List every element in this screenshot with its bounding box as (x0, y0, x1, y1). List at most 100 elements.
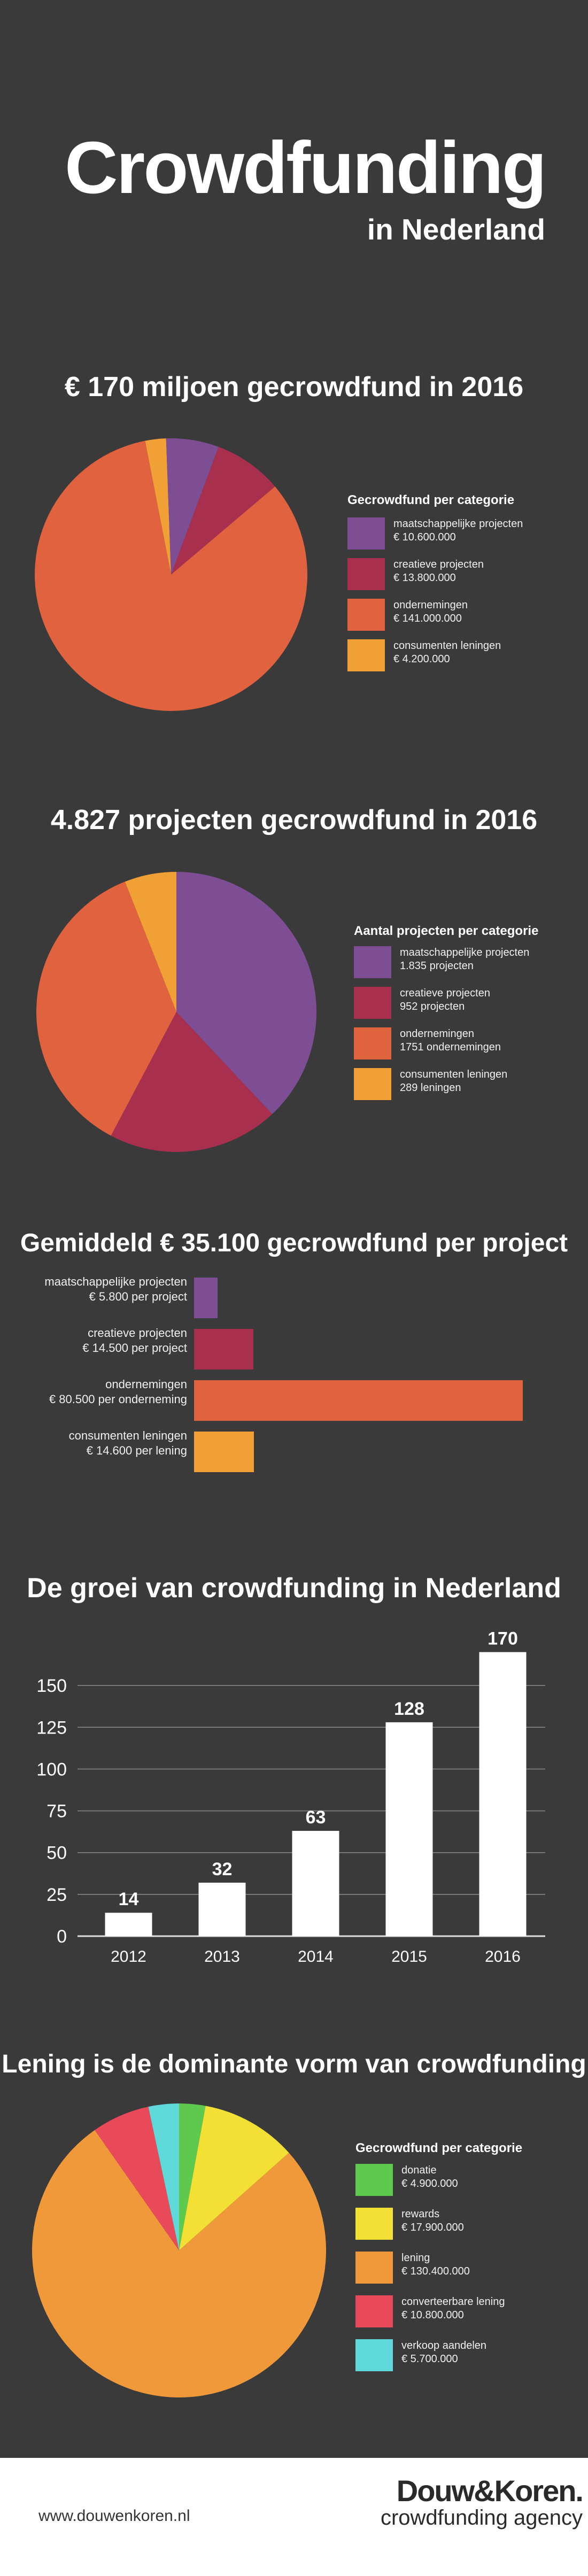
average-bar-category: creatieve projecten (88, 1326, 187, 1340)
forms-pie-slice-1 (179, 2106, 289, 2250)
projects-legend-swatch (354, 1068, 391, 1100)
projects-pie-slice-1 (111, 1012, 273, 1152)
projects-legend-swatch (354, 946, 391, 978)
forms-legend-label: converteerbare lening (401, 2296, 505, 2308)
projects-legend-text: ondernemingen 1751 ondernemingen (400, 1027, 501, 1054)
projects-legend-text: consumenten leningen 289 leningen (400, 1068, 507, 1095)
average-bar-value: € 80.500 per onderneming (49, 1393, 187, 1406)
page-title: Crowdfunding (64, 127, 547, 209)
brand-tagline: crowdfunding agency (380, 2506, 583, 2529)
funding-legend-swatch (347, 517, 385, 550)
projects-legend-value: 1751 ondernemingen (400, 1041, 501, 1053)
footer (0, 2458, 588, 2576)
forms-legend-swatch (355, 2295, 393, 2327)
growth-data-label: 63 (306, 1807, 326, 1828)
section-heading-project-count: 4.827 projecten gecrowdfund in 2016 (50, 804, 538, 836)
forms-legend-item: donatie € 4.900.000 (355, 2164, 458, 2196)
section-heading-funding-total: € 170 miljoen gecrowdfund in 2016 (64, 372, 524, 403)
projects-legend-label: creatieve projecten (400, 987, 490, 999)
growth-y-tick-label: 25 (47, 1885, 67, 1905)
section-heading-average: Gemiddeld € 35.100 gecrowdfund per proje… (20, 1229, 568, 1257)
funding-legend-text: maatschappelijke projecten € 10.600.000 (393, 517, 523, 544)
forms-legend-value: € 5.700.000 (401, 2353, 458, 2365)
average-bar-value: € 14.500 per project (82, 1341, 187, 1355)
funding-legend-label: maatschappelijke projecten (393, 518, 523, 530)
funding-legend-item: maatschappelijke projecten € 10.600.000 (347, 517, 523, 550)
funding-legend-label: consumenten leningen (393, 640, 501, 652)
section-heading-growth: De groei van crowdfunding in Nederland (27, 1573, 561, 1604)
forms-legend-label: rewards (401, 2208, 440, 2220)
growth-data-label: 32 (212, 1859, 233, 1879)
forms-legend-text: lening € 130.400.000 (401, 2252, 470, 2278)
funding-legend-value: € 10.600.000 (393, 531, 456, 543)
funding-legend-value: € 13.800.000 (393, 572, 456, 584)
funding-pie-slice-1 (171, 447, 275, 575)
growth-x-tick-label: 2016 (485, 1948, 521, 1966)
projects-pie-slice-3 (125, 872, 176, 1012)
funding-legend-text: ondernemingen € 141.000.000 (393, 599, 468, 625)
growth-y-tick-label: 150 (36, 1676, 67, 1696)
average-bar-category: consumenten leningen (68, 1429, 187, 1442)
average-bar-value: € 5.800 per project (89, 1290, 187, 1303)
forms-legend-text: converteerbare lening € 10.800.000 (401, 2295, 505, 2322)
growth-y-tick-label: 125 (36, 1718, 67, 1738)
growth-bar (105, 1913, 152, 1936)
page-subtitle: in Nederland (367, 213, 545, 246)
forms-legend-item: rewards € 17.900.000 (355, 2208, 464, 2240)
pie-chart-forms (32, 2103, 326, 2397)
funding-pie-slice-2 (35, 440, 308, 711)
column-chart-growth: 0 25 50 75 100 125 150 14 2012 32 2013 63 2014 128 201… (36, 1629, 545, 1966)
average-bar (194, 1432, 254, 1472)
funding-legend-text: creatieve projecten € 13.800.000 (393, 558, 484, 585)
projects-pie-slice-2 (36, 881, 176, 1136)
funding-legend-item: consumenten leningen € 4.200.000 (347, 639, 501, 671)
average-bar-label: consumenten leningen € 14.600 per lening (21, 1428, 187, 1458)
forms-legend-value: € 10.800.000 (401, 2309, 464, 2321)
forms-legend-swatch (355, 2252, 393, 2284)
forms-legend-label: donatie (401, 2164, 437, 2176)
average-bar-value: € 14.600 per lening (86, 1444, 187, 1457)
projects-legend-label: ondernemingen (400, 1028, 474, 1040)
growth-x-tick-label: 2015 (391, 1948, 427, 1966)
projects-legend-text: maatschappelijke projecten 1.835 projecte… (400, 946, 529, 973)
forms-legend-label: verkoop aandelen (401, 2340, 487, 2351)
forms-legend-label: lening (401, 2252, 430, 2264)
forms-legend-swatch (355, 2208, 393, 2240)
legend-title-forms: Gecrowdfund per categorie (355, 2141, 523, 2155)
projects-legend-item: creatieve projecten 952 projecten (354, 987, 490, 1019)
projects-legend-swatch (354, 987, 391, 1019)
forms-pie-slice-4 (148, 2103, 179, 2250)
growth-y-tick-label: 0 (57, 1927, 67, 1947)
funding-legend-item: ondernemingen € 141.000.000 (347, 599, 468, 631)
growth-data-label: 170 (488, 1629, 518, 1649)
projects-legend-item: maatschappelijke projecten 1.835 projecte… (354, 946, 529, 978)
projects-legend-text: creatieve projecten 952 projecten (400, 987, 490, 1014)
funding-legend-item: creatieve projecten € 13.800.000 (347, 558, 484, 590)
forms-pie-slice-2 (32, 2130, 326, 2397)
legend-title-projects: Aantal projecten per categorie (354, 924, 539, 938)
projects-legend-label: maatschappelijke projecten (400, 947, 530, 958)
growth-data-label: 14 (119, 1889, 139, 1909)
forms-legend-text: verkoop aandelen € 5.700.000 (401, 2339, 486, 2366)
average-bar-label: ondernemingen € 80.500 per onderneming (21, 1377, 187, 1407)
funding-pie-slice-3 (145, 438, 171, 575)
funding-pie-slice-0 (166, 438, 219, 575)
legend-title-funding: Gecrowdfund per categorie (347, 493, 515, 507)
growth-x-tick-label: 2014 (298, 1948, 334, 1966)
forms-legend-item: converteerbare lening € 10.800.000 (355, 2295, 505, 2327)
forms-legend-value: € 4.900.000 (401, 2178, 458, 2190)
footer-url-link[interactable]: www.douwenkoren.nl (38, 2507, 190, 2525)
pie-chart-projects (36, 872, 316, 1152)
average-bar-category: ondernemingen (105, 1378, 187, 1391)
section-heading-loan: Lening is de dominante vorm van crowdfun… (2, 2050, 586, 2078)
forms-pie-slice-0 (179, 2103, 206, 2250)
projects-legend-swatch (354, 1027, 391, 1059)
average-bar (194, 1380, 523, 1421)
growth-bar (198, 1882, 246, 1936)
brand-name: Douw&Koren. (396, 2474, 584, 2508)
projects-legend-value: 289 leningen (400, 1082, 461, 1094)
growth-x-tick-label: 2013 (204, 1948, 240, 1966)
forms-legend-text: rewards € 17.900.000 (401, 2208, 464, 2234)
projects-pie-slice-0 (176, 872, 316, 1115)
forms-legend-item: lening € 130.400.000 (355, 2252, 470, 2284)
